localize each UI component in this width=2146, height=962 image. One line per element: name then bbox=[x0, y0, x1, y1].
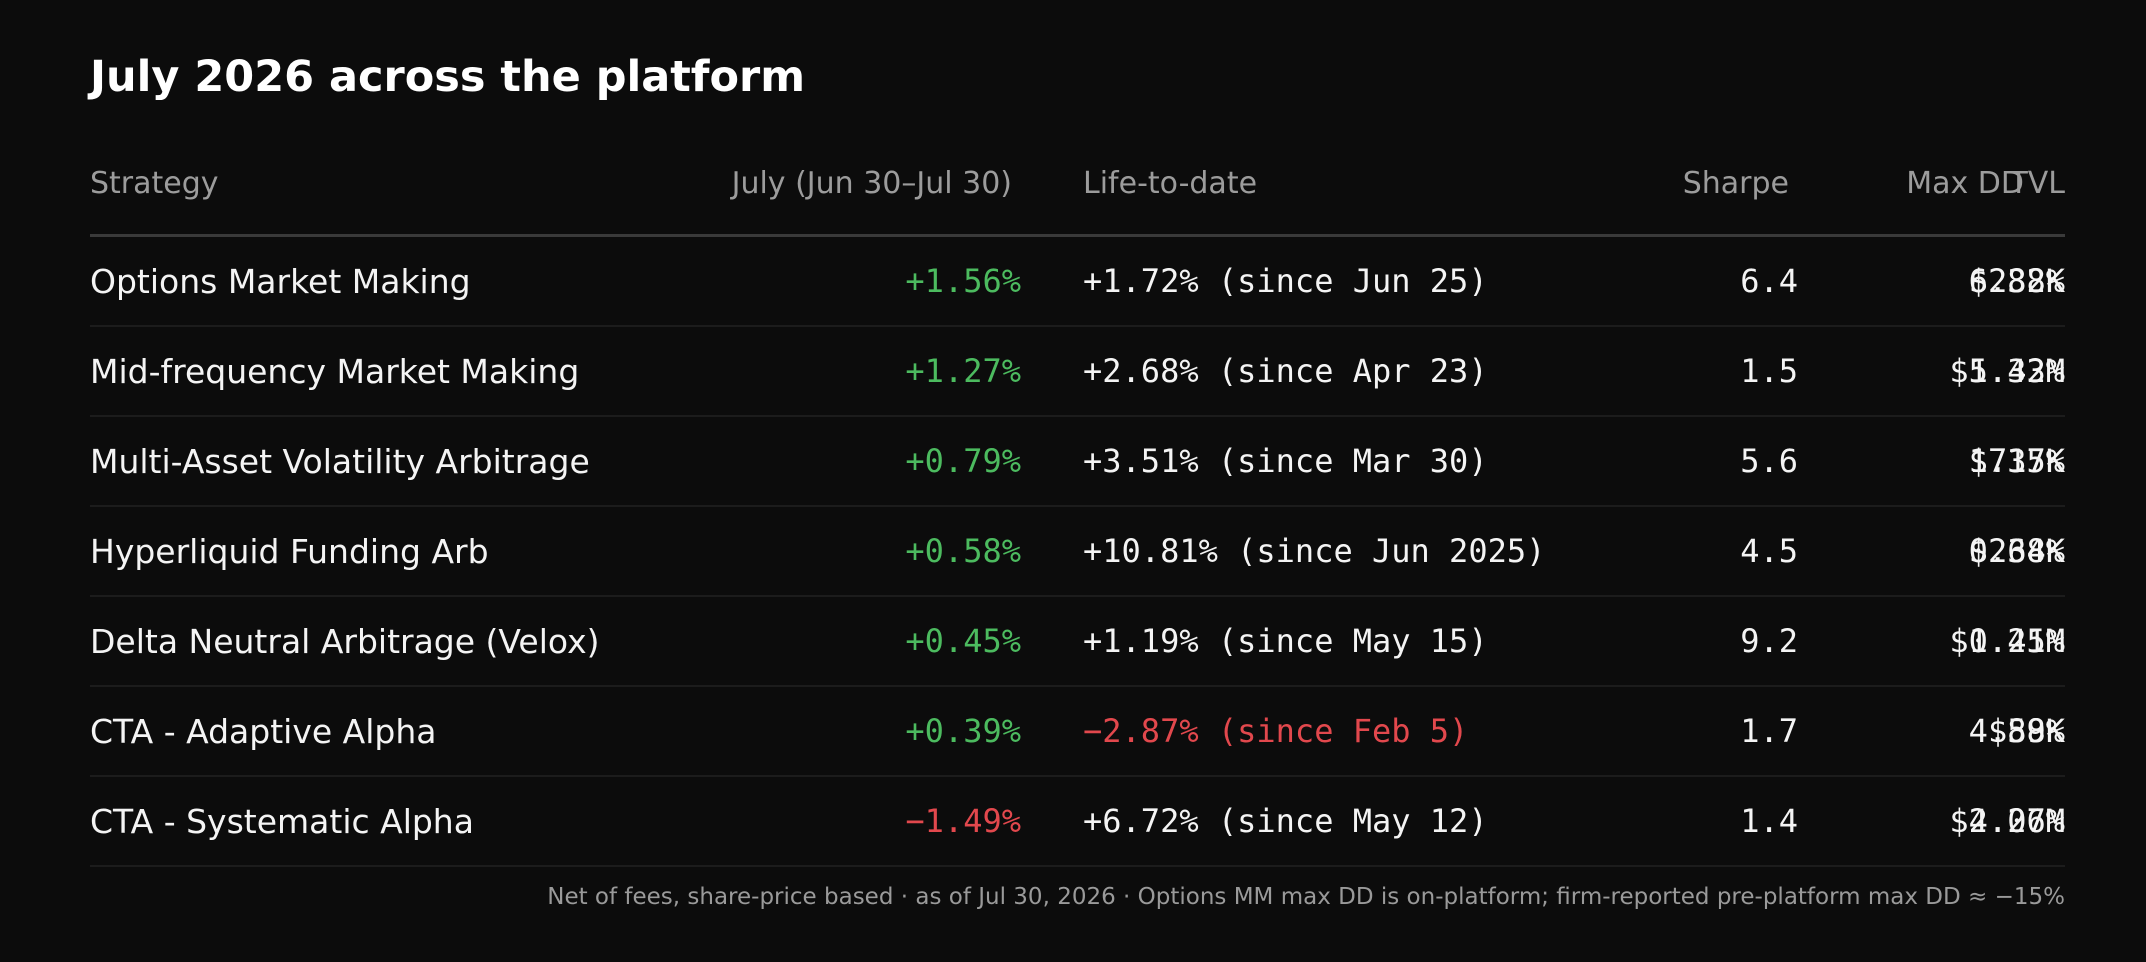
july-return: +0.79% bbox=[905, 442, 1021, 480]
sharpe-value: 5.6 bbox=[1740, 442, 1798, 480]
life-to-date-return: +3.51% (since Mar 30) bbox=[1083, 442, 1488, 480]
july-return: −1.49% bbox=[905, 802, 1021, 840]
strategy-name: Multi-Asset Volatility Arbitrage bbox=[90, 442, 590, 481]
table-row: CTA - Systematic Alpha −1.49% +6.72% (si… bbox=[90, 777, 2065, 867]
page-title: July 2026 across the platform bbox=[90, 52, 806, 102]
column-header-max-dd: Max DD bbox=[1906, 166, 2024, 201]
column-header-tvl: TVL bbox=[2009, 166, 2065, 201]
tvl-value: $1.45M bbox=[1949, 622, 2065, 660]
sharpe-value: 1.7 bbox=[1740, 712, 1798, 750]
life-to-date-return: +6.72% (since May 12) bbox=[1083, 802, 1488, 840]
strategy-name: CTA - Adaptive Alpha bbox=[90, 712, 437, 751]
life-to-date-return: +2.68% (since Apr 23) bbox=[1083, 352, 1488, 390]
july-return: +1.27% bbox=[905, 352, 1021, 390]
july-return: +0.58% bbox=[905, 532, 1021, 570]
table-row: Multi-Asset Volatility Arbitrage +0.79% … bbox=[90, 417, 2065, 507]
strategy-name: Hyperliquid Funding Arb bbox=[90, 532, 489, 571]
strategy-name: CTA - Systematic Alpha bbox=[90, 802, 474, 841]
tvl-value: $2.06M bbox=[1949, 802, 2065, 840]
tvl-value: $232K bbox=[1968, 262, 2065, 300]
sharpe-value: 1.4 bbox=[1740, 802, 1798, 840]
sharpe-value: 1.5 bbox=[1740, 352, 1798, 390]
sharpe-value: 6.4 bbox=[1740, 262, 1798, 300]
table-row: Hyperliquid Funding Arb +0.58% +10.81% (… bbox=[90, 507, 2065, 597]
max-dd-value: 1.37% bbox=[1968, 442, 2065, 480]
july-return: +0.39% bbox=[905, 712, 1021, 750]
max-dd-value: 4.59% bbox=[1968, 712, 2065, 750]
strategy-table-body: Options Market Making +1.56% +1.72% (sin… bbox=[90, 237, 2065, 867]
column-header-july: July (Jun 30–Jul 30) bbox=[731, 166, 1012, 201]
max-dd-value: 6.88% bbox=[1968, 262, 2065, 300]
column-header-sharpe: Sharpe bbox=[1682, 166, 1789, 201]
tvl-value: $88K bbox=[1987, 712, 2065, 750]
header-divider bbox=[90, 234, 2065, 237]
life-to-date-return: +1.19% (since May 15) bbox=[1083, 622, 1488, 660]
tvl-value: $715K bbox=[1968, 442, 2065, 480]
life-to-date-return: −2.87% (since Feb 5) bbox=[1083, 712, 1469, 750]
table-row: CTA - Adaptive Alpha +0.39% −2.87% (sinc… bbox=[90, 687, 2065, 777]
sharpe-value: 4.5 bbox=[1740, 532, 1798, 570]
table-row: Mid-frequency Market Making +1.27% +2.68… bbox=[90, 327, 2065, 417]
max-dd-value: 4.27% bbox=[1968, 802, 2065, 840]
life-to-date-return: +1.72% (since Jun 25) bbox=[1083, 262, 1488, 300]
july-return: +1.56% bbox=[905, 262, 1021, 300]
table-row: Delta Neutral Arbitrage (Velox) +0.45% +… bbox=[90, 597, 2065, 687]
max-dd-value: 0.21% bbox=[1968, 622, 2065, 660]
july-return: +0.45% bbox=[905, 622, 1021, 660]
tvl-value: $1.33M bbox=[1949, 352, 2065, 390]
strategy-name: Delta Neutral Arbitrage (Velox) bbox=[90, 622, 600, 661]
tvl-value: $268K bbox=[1968, 532, 2065, 570]
strategy-name: Mid-frequency Market Making bbox=[90, 352, 580, 391]
max-dd-value: 5.42% bbox=[1968, 352, 2065, 390]
life-to-date-return: +10.81% (since Jun 2025) bbox=[1083, 532, 1546, 570]
table-row: Options Market Making +1.56% +1.72% (sin… bbox=[90, 237, 2065, 327]
column-header-life-to-date: Life-to-date bbox=[1083, 166, 1258, 201]
strategy-name: Options Market Making bbox=[90, 262, 471, 301]
sharpe-value: 9.2 bbox=[1740, 622, 1798, 660]
max-dd-value: 0.34% bbox=[1968, 532, 2065, 570]
footnote: Net of fees, share-price based · as of J… bbox=[547, 884, 2065, 910]
column-header-strategy: Strategy bbox=[90, 166, 219, 201]
